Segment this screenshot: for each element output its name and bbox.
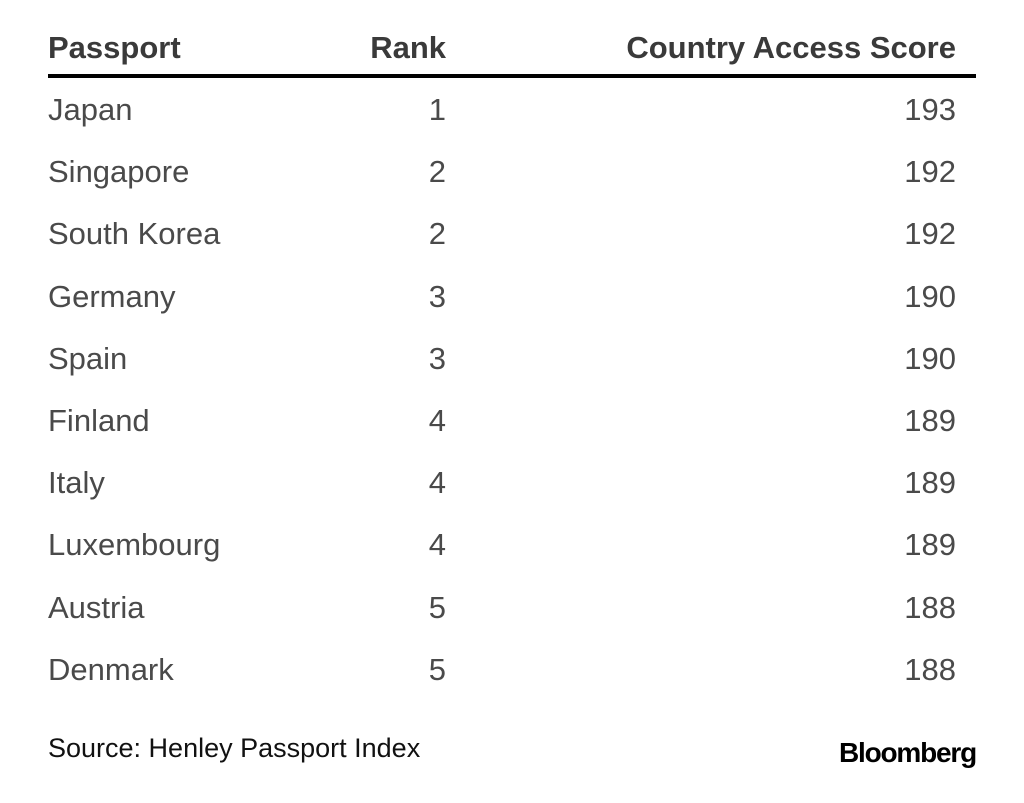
cell-score: 188 [904, 589, 956, 625]
cell-rank: 4 [428, 465, 446, 501]
table-row: Austria 5 188 [48, 576, 976, 638]
cell-score: 189 [904, 527, 956, 563]
cell-rank: 5 [428, 589, 446, 625]
passport-table: Passport Rank Country Access Score Japan… [48, 22, 976, 700]
cell-rank: 2 [428, 154, 446, 190]
cell-passport: Germany [48, 278, 176, 314]
cell-score: 192 [904, 216, 956, 252]
cell-passport: Japan [48, 92, 133, 127]
cell-score: 190 [904, 278, 956, 314]
cell-passport: Denmark [48, 651, 174, 687]
cell-score: 192 [904, 154, 956, 190]
table-row: Finland 4 189 [48, 389, 976, 451]
footer: Source: Henley Passport Index Bloomberg [48, 733, 977, 773]
cell-rank: 5 [428, 651, 446, 687]
cell-rank: 3 [428, 340, 446, 376]
table-row: South Korea 2 192 [48, 202, 976, 264]
bloomberg-logo: Bloomberg [839, 737, 977, 768]
cell-passport: South Korea [48, 216, 221, 252]
cell-rank: 2 [428, 216, 446, 252]
cell-rank: 1 [428, 92, 446, 127]
cell-passport: Spain [48, 340, 128, 376]
table-row: Italy 4 189 [48, 451, 976, 513]
column-header-score: Country Access Score [626, 30, 956, 65]
column-header-passport: Passport [48, 30, 181, 65]
table-row: Germany 3 190 [48, 265, 976, 327]
table-row: Japan 1 193 [48, 78, 976, 140]
table-row: Singapore 2 192 [48, 140, 976, 202]
cell-passport: Finland [48, 402, 150, 438]
cell-passport: Luxembourg [48, 527, 221, 563]
source-note: Source: Henley Passport Index [48, 733, 421, 763]
cell-score: 193 [904, 92, 956, 127]
cell-passport: Italy [48, 465, 105, 501]
cell-score: 189 [904, 465, 956, 501]
cell-passport: Singapore [48, 154, 190, 190]
table-header: Passport Rank Country Access Score [48, 22, 976, 78]
table-row: Luxembourg 4 189 [48, 513, 976, 575]
cell-rank: 4 [428, 527, 446, 563]
cell-score: 188 [904, 651, 956, 687]
table-row: Denmark 5 188 [48, 638, 976, 700]
column-header-rank: Rank [370, 30, 446, 65]
table-body: Japan 1 193 Singapore 2 192 South Korea 2 192 Ger… [48, 78, 976, 700]
table-row: Spain 3 190 [48, 327, 976, 389]
cell-score: 190 [904, 340, 956, 376]
cell-rank: 3 [428, 278, 446, 314]
cell-score: 189 [904, 402, 956, 438]
cell-rank: 4 [428, 402, 446, 438]
cell-passport: Austria [48, 589, 145, 625]
